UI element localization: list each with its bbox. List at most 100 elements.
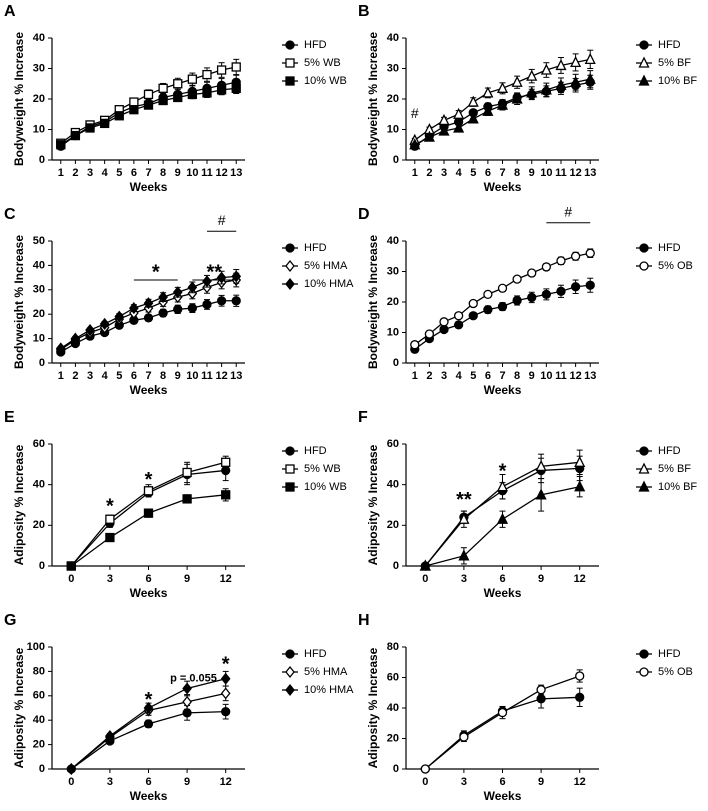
data-point [56, 140, 66, 150]
y-tick-label: 40 [33, 32, 45, 44]
y-tick-label: 0 [393, 154, 399, 166]
data-point [182, 695, 192, 708]
x-tick-label: 4 [456, 370, 463, 382]
y-tick-label: 30 [387, 62, 399, 74]
data-point [496, 98, 509, 110]
data-point [585, 280, 595, 290]
x-tick-label: 4 [102, 167, 109, 179]
data-point [231, 270, 242, 283]
x-tick-label: 7 [145, 167, 151, 179]
x-tick-label: 13 [584, 167, 596, 179]
x-tick-label: 9 [529, 167, 535, 179]
y-tick-label: 60 [33, 690, 45, 702]
legend-label: 5% BF [658, 57, 691, 69]
y-tick-label: 60 [387, 438, 399, 450]
data-point [512, 274, 522, 284]
x-axis-label: Weeks [484, 586, 522, 600]
x-tick-label: 1 [58, 167, 64, 179]
legend-label: 10% BF [658, 75, 697, 87]
x-tick-label: 6 [485, 167, 491, 179]
data-point [99, 118, 110, 129]
x-tick-label: 8 [514, 370, 520, 382]
data-point [556, 286, 566, 296]
x-tick-label: 12 [574, 776, 586, 788]
data-point [419, 559, 431, 571]
annotation: # [411, 105, 419, 121]
y-tick-label: 20 [33, 308, 45, 320]
legend-marker [639, 261, 649, 271]
annotation: * [222, 654, 230, 676]
panel-label: E [4, 409, 15, 426]
legend-marker [285, 259, 295, 273]
legend-label: HFD [658, 242, 681, 254]
data-point [536, 694, 546, 704]
legend-label: HFD [658, 39, 681, 51]
data-point [70, 130, 81, 141]
legend-label: 5% WB [304, 57, 341, 69]
x-tick-label: 6 [485, 370, 491, 382]
data-point [231, 62, 241, 72]
data-point [220, 672, 231, 685]
x-tick-label: 3 [441, 370, 447, 382]
legend-marker [285, 464, 295, 474]
x-tick-label: 2 [72, 370, 78, 382]
legend-marker [285, 40, 295, 50]
data-point [453, 107, 465, 119]
data-point [187, 74, 198, 84]
x-tick-label: 12 [569, 370, 581, 382]
data-point [114, 111, 124, 121]
data-point [540, 63, 552, 75]
series-line [70, 494, 226, 567]
x-tick-label: 3 [107, 776, 113, 788]
data-point [540, 83, 552, 95]
panel-label: C [4, 206, 16, 223]
data-point [511, 75, 523, 87]
data-point [527, 292, 537, 303]
data-point [221, 490, 231, 500]
y-tick-label: 30 [33, 284, 45, 296]
x-tick-label: 0 [422, 573, 428, 585]
x-tick-label: 6 [499, 573, 505, 585]
x-tick-label: 4 [102, 370, 109, 382]
x-tick-label: 12 [220, 573, 232, 585]
data-point [143, 313, 154, 323]
legend-marker [285, 446, 295, 456]
y-tick-label: 60 [387, 671, 399, 683]
data-point [173, 79, 183, 89]
data-point [220, 687, 231, 700]
x-tick-label: 7 [499, 370, 505, 382]
x-tick-label: 2 [426, 370, 432, 382]
data-point [420, 764, 430, 774]
data-point [424, 329, 435, 339]
data-point [410, 340, 420, 350]
x-tick-label: 0 [68, 776, 74, 788]
x-tick-label: 10 [186, 370, 198, 382]
data-point [187, 287, 198, 300]
y-tick-label: 80 [387, 641, 399, 653]
x-tick-label: 13 [230, 370, 242, 382]
legend-label: 10% HMA [304, 684, 354, 696]
data-point [439, 317, 449, 327]
data-point [535, 488, 547, 500]
panel-label: F [358, 409, 368, 426]
data-point [556, 256, 566, 266]
data-point [231, 296, 241, 306]
data-point [453, 320, 464, 330]
data-point [202, 88, 212, 98]
data-point [99, 317, 110, 331]
x-tick-label: 1 [412, 370, 418, 382]
data-point [575, 671, 585, 681]
x-tick-label: 11 [555, 370, 567, 382]
data-point [574, 480, 586, 492]
data-point [187, 281, 198, 294]
x-axis-label: Weeks [484, 180, 522, 194]
y-tick-label: 20 [33, 93, 45, 105]
y-axis-label: Bodyweight % Increase [366, 32, 380, 166]
data-point [438, 124, 450, 136]
data-point [216, 85, 227, 95]
x-tick-label: 1 [58, 370, 64, 382]
legend-marker [639, 667, 649, 677]
legend-label: 5% WB [304, 463, 341, 475]
data-point [423, 130, 435, 142]
data-point [584, 72, 596, 84]
